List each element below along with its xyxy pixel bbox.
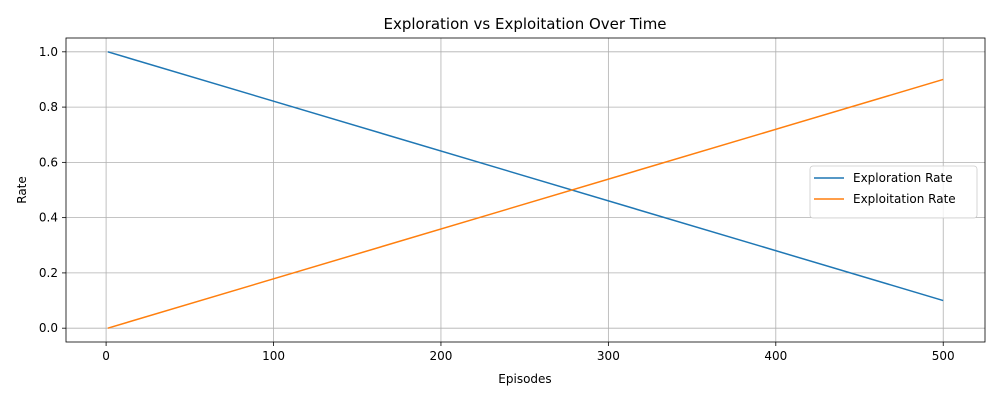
y-tick-label: 0.6	[39, 155, 58, 169]
y-axis-label: Rate	[15, 176, 29, 204]
y-tick-label: 0.2	[39, 266, 58, 280]
plot-frame	[65, 37, 986, 343]
x-axis: 0 100 200 300 400 500	[102, 342, 955, 363]
x-axis-label: Episodes	[498, 372, 551, 386]
y-tick-label: 0.0	[39, 321, 58, 335]
exploration-rate-line	[107, 51, 944, 302]
y-tick-label: 0.4	[39, 211, 58, 225]
x-tick-label: 200	[429, 349, 452, 363]
y-tick-label: 0.8	[39, 100, 58, 114]
legend: Exploration Rate Exploitation Rate	[809, 165, 978, 219]
legend-frame	[809, 165, 978, 219]
legend-label-exploitation-rate: Exploitation Rate	[853, 192, 956, 206]
y-axis: 0.0 0.2 0.4 0.6 0.8 1.0	[39, 45, 66, 335]
legend-label-exploration-rate: Exploration Rate	[853, 171, 953, 185]
x-tick-label: 300	[597, 349, 620, 363]
x-tick-label: 100	[262, 349, 285, 363]
y-tick-label: 1.0	[39, 45, 58, 59]
x-tick-label: 0	[102, 349, 110, 363]
x-tick-label: 500	[932, 349, 955, 363]
chart-title: Exploration vs Exploitation Over Time	[383, 15, 666, 33]
exploitation-rate-line	[107, 78, 944, 329]
plot-lines	[107, 51, 944, 329]
x-tick-label: 400	[764, 349, 787, 363]
